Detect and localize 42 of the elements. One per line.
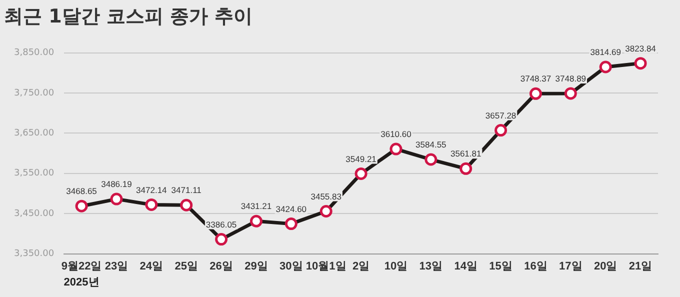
y-tick-label: 3,450.00 <box>14 208 54 219</box>
y-tick-label: 3,350.00 <box>14 249 54 260</box>
x-tick-label: 30일 <box>280 260 303 272</box>
x-tick-label: 10일 <box>384 260 408 272</box>
x-tick-label: 23일 <box>104 260 128 272</box>
x-tick-label: 25일 <box>174 260 198 272</box>
data-label: 3610.60 <box>380 129 412 140</box>
x-tick-label: 20일 <box>594 260 618 272</box>
data-label: 3549.21 <box>346 154 377 164</box>
x-tick-label: 26일 <box>210 260 233 272</box>
x-tick-label: 17일 <box>559 260 582 272</box>
x-tick-label: 15일 <box>489 260 512 272</box>
y-tick-label: 3,650.00 <box>14 128 54 139</box>
data-label: 3472.14 <box>136 184 168 195</box>
chart-title: 최근 1달간 코스피 종가 추이 <box>4 5 253 28</box>
data-label: 3468.65 <box>66 186 98 196</box>
data-label: 3823.84 <box>625 43 656 54</box>
data-label: 3455.83 <box>310 191 342 202</box>
x-tick-label: 10월1일 <box>306 260 346 272</box>
x-tick-label: 14일 <box>454 260 478 272</box>
data-label: 3748.37 <box>520 74 552 84</box>
y-tick-label: 3,850.00 <box>14 48 54 58</box>
data-label: 3431.21 <box>240 201 272 212</box>
data-label: 3584.55 <box>416 140 447 150</box>
data-label: 3814.69 <box>590 47 622 58</box>
data-label: 3486.19 <box>101 179 132 190</box>
x-tick-label: 24일 <box>140 260 164 272</box>
x-tick-label: 9월22일 <box>61 260 102 272</box>
data-label: 3424.60 <box>276 204 307 214</box>
data-label: 3561.81 <box>450 148 482 159</box>
x-tick-label: 2일 <box>352 260 370 272</box>
x-tick-label: 13일 <box>419 260 443 272</box>
text: 2025년 <box>64 276 100 289</box>
data-label: 3386.05 <box>206 219 237 230</box>
x-tick-label: 21일 <box>628 260 652 272</box>
y-tick-label: 3,750.00 <box>14 88 54 98</box>
data-label: 3748.89 <box>555 74 586 84</box>
x-tick-label: 16일 <box>524 260 548 272</box>
x-tick-label: 29일 <box>244 260 268 272</box>
data-label: 3471.11 <box>171 185 202 196</box>
data-label: 3657.28 <box>485 110 516 120</box>
y-tick-label: 3,550.00 <box>14 168 54 179</box>
